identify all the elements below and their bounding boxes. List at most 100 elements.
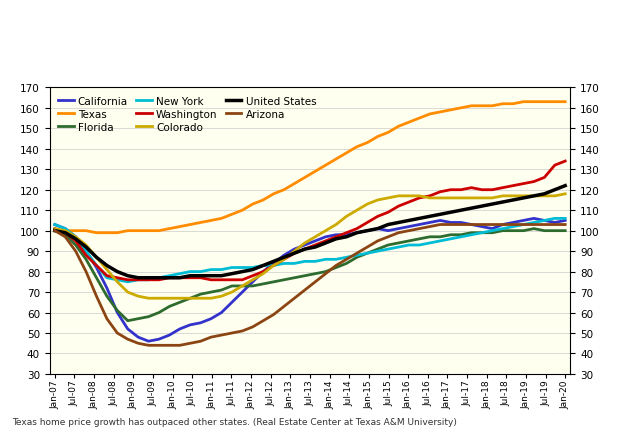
California <box>520 218 527 224</box>
United States <box>270 259 277 264</box>
Line: Florida: Florida <box>55 229 565 321</box>
Colorado <box>124 290 131 295</box>
Arizona <box>61 235 69 240</box>
Washington <box>562 159 569 164</box>
California <box>343 233 350 238</box>
Colorado <box>467 196 475 201</box>
Arizona <box>478 222 485 227</box>
Washington <box>343 230 350 236</box>
Washington <box>280 257 288 262</box>
Washington <box>93 263 100 268</box>
Florida <box>530 227 538 232</box>
United States <box>228 271 236 276</box>
Washington <box>353 227 361 232</box>
New York <box>426 241 433 246</box>
Texas <box>332 157 340 162</box>
Arizona <box>551 222 559 227</box>
Arizona <box>259 318 267 323</box>
Florida <box>436 235 444 240</box>
Florida <box>301 273 309 279</box>
Arizona <box>447 222 454 227</box>
United States <box>499 200 507 205</box>
Colorado <box>541 194 548 199</box>
United States <box>301 247 309 252</box>
Washington <box>270 263 277 268</box>
Washington <box>520 181 527 187</box>
United States <box>207 273 215 279</box>
New York <box>61 227 69 232</box>
Colorado <box>551 194 559 199</box>
Texas <box>166 227 173 232</box>
New York <box>280 261 288 266</box>
Line: Colorado: Colorado <box>55 194 565 298</box>
Arizona <box>458 222 465 227</box>
United States <box>353 230 361 236</box>
United States <box>332 237 340 242</box>
California <box>551 220 559 225</box>
United States <box>436 212 444 217</box>
Arizona <box>541 222 548 227</box>
United States <box>447 210 454 215</box>
Legend: California, Texas, Florida, New York, Washington, Colorado, United States, Arizo: California, Texas, Florida, New York, Wa… <box>55 93 319 136</box>
Washington <box>113 276 121 281</box>
Florida <box>478 230 485 236</box>
Washington <box>82 253 90 258</box>
California <box>489 227 496 232</box>
Florida <box>363 251 371 256</box>
Florida <box>239 284 246 289</box>
Florida <box>155 310 162 315</box>
Colorado <box>249 278 257 283</box>
New York <box>51 222 58 227</box>
Washington <box>176 276 184 281</box>
Florida <box>551 228 559 233</box>
California <box>197 320 205 326</box>
California <box>239 290 246 295</box>
Florida <box>249 284 257 289</box>
Texas <box>415 116 423 121</box>
Texas <box>249 202 257 207</box>
New York <box>103 276 110 281</box>
United States <box>93 255 100 260</box>
California <box>510 220 517 225</box>
California <box>478 224 485 230</box>
Washington <box>135 278 142 283</box>
Arizona <box>489 222 496 227</box>
New York <box>541 218 548 224</box>
Florida <box>395 241 402 246</box>
Florida <box>426 235 433 240</box>
Texas <box>541 100 548 105</box>
New York <box>332 257 340 262</box>
Washington <box>124 278 131 283</box>
Washington <box>207 278 215 283</box>
California <box>61 227 69 232</box>
Washington <box>384 210 392 215</box>
Florida <box>447 233 454 238</box>
Arizona <box>228 331 236 336</box>
Arizona <box>270 312 277 317</box>
Florida <box>405 239 413 244</box>
California <box>218 310 225 315</box>
Arizona <box>436 222 444 227</box>
Texas <box>510 102 517 107</box>
United States <box>405 218 413 224</box>
California <box>458 220 465 225</box>
Texas <box>135 228 142 233</box>
Colorado <box>103 267 110 273</box>
Line: Texas: Texas <box>55 102 565 233</box>
United States <box>541 192 548 197</box>
New York <box>458 235 465 240</box>
United States <box>113 269 121 274</box>
Arizona <box>82 269 90 274</box>
Florida <box>280 278 288 283</box>
Washington <box>145 278 153 283</box>
United States <box>72 237 79 242</box>
Texas <box>61 228 69 233</box>
Florida <box>72 243 79 248</box>
California <box>93 265 100 270</box>
United States <box>51 228 58 233</box>
Washington <box>301 247 309 252</box>
Texas <box>405 120 413 126</box>
California <box>135 335 142 340</box>
Arizona <box>384 235 392 240</box>
New York <box>530 220 538 225</box>
